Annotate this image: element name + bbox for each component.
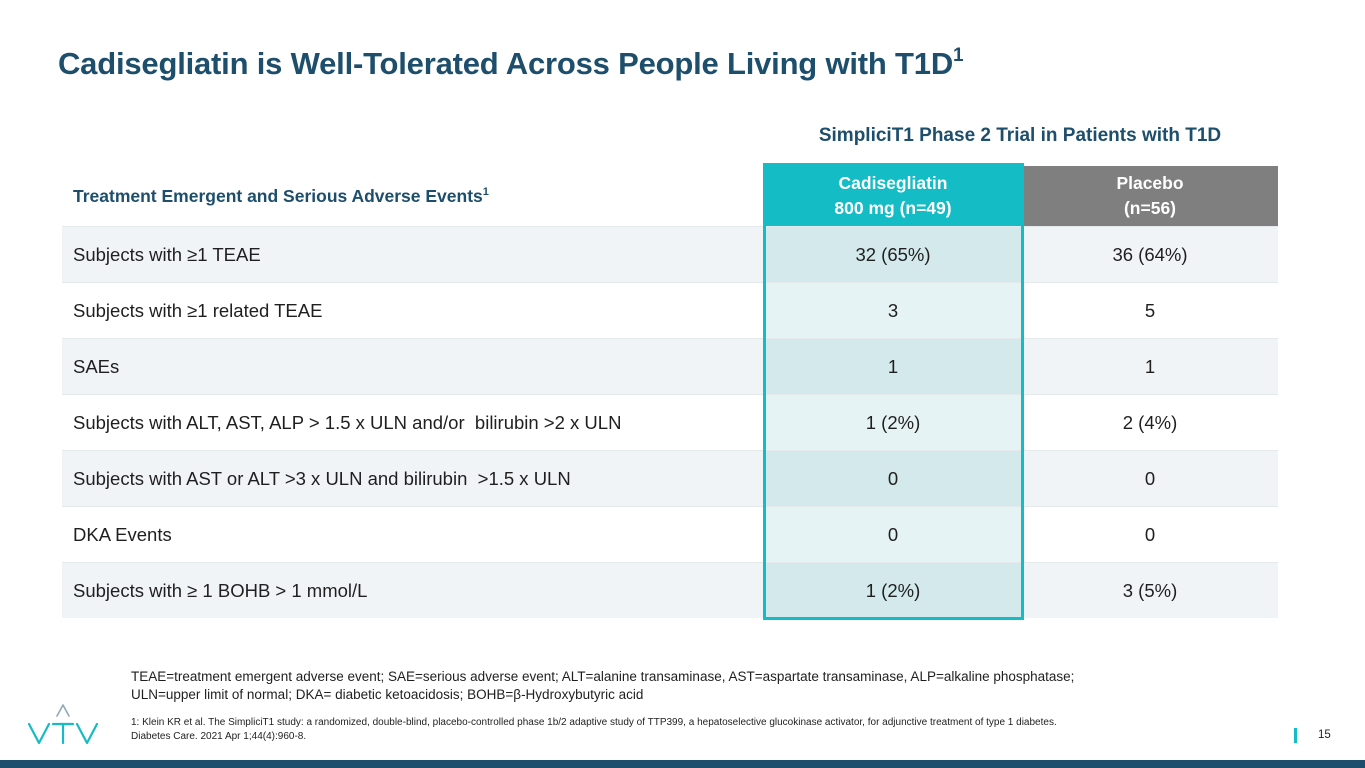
footer-band [0,760,1365,768]
header-placebo: Placebo (n=56) [1022,166,1278,227]
placebo-value: 36 (64%) [1022,226,1278,283]
row-label: SAEs [62,338,764,395]
table-row: Subjects with ≥1 TEAE 32 (65%) 36 (64%) [62,226,1278,283]
reference-line: 1: Klein KR et al. The SimpliciT1 study:… [131,717,1057,728]
header-drug-dose: 800 mg (n=49) [834,198,952,218]
placebo-value: 3 (5%) [1022,562,1278,618]
placebo-value: 0 [1022,506,1278,563]
table-header-row: Treatment Emergent and Serious Adverse E… [62,166,1278,227]
reference-line: Diabetes Care. 2021 Apr 1;44(4):960-8. [131,731,307,742]
cadisegliatin-value: 3 [764,282,1022,339]
row-label: Subjects with ≥ 1 BOHB > 1 mmol/L [62,562,764,618]
row-label: Subjects with AST or ALT >3 x ULN and bi… [62,450,764,507]
row-label: Subjects with ≥1 related TEAE [62,282,764,339]
header-drug-name: Cadisegliatin [838,173,948,193]
adverse-events-table: Treatment Emergent and Serious Adverse E… [62,166,1278,618]
header-placebo-name: Placebo [1116,173,1184,193]
page-title: Cadisegliatin is Well-Tolerated Across P… [58,44,964,81]
placebo-value: 0 [1022,450,1278,507]
header-events-label: Treatment Emergent and Serious Adverse E… [62,166,764,227]
abbreviations-line: ULN=upper limit of normal; DKA= diabetic… [131,687,644,702]
abbreviations-line: TEAE=treatment emergent adverse event; S… [131,669,1075,684]
table-row: SAEs 1 1 [62,338,1278,395]
abbreviations-footnote: TEAE=treatment emergent adverse event; S… [131,668,1251,704]
page-number: 15 [1318,729,1331,741]
header-footnote-marker: 1 [482,185,489,198]
table-row: Subjects with ≥1 related TEAE 3 5 [62,282,1278,339]
vtv-logo-icon [28,704,99,745]
table-row: Subjects with AST or ALT >3 x ULN and bi… [62,450,1278,507]
cadisegliatin-value: 1 (2%) [764,394,1022,451]
cadisegliatin-value: 1 [764,338,1022,395]
row-label: DKA Events [62,506,764,563]
header-placebo-n: (n=56) [1123,198,1177,218]
cadisegliatin-value: 0 [764,450,1022,507]
header-cadisegliatin: Cadisegliatin 800 mg (n=49) [764,166,1022,227]
cadisegliatin-value: 0 [764,506,1022,563]
placebo-value: 5 [1022,282,1278,339]
placebo-value: 1 [1022,338,1278,395]
page-number-divider [1294,728,1297,743]
table-row: Subjects with ≥ 1 BOHB > 1 mmol/L 1 (2%)… [62,562,1278,618]
row-label: Subjects with ≥1 TEAE [62,226,764,283]
table-row: Subjects with ALT, AST, ALP > 1.5 x ULN … [62,394,1278,451]
row-label: Subjects with ALT, AST, ALP > 1.5 x ULN … [62,394,764,451]
cadisegliatin-value: 32 (65%) [764,226,1022,283]
title-footnote-marker: 1 [953,44,964,66]
placebo-value: 2 (4%) [1022,394,1278,451]
table-row: DKA Events 0 0 [62,506,1278,563]
reference-footnote: 1: Klein KR et al. The SimpliciT1 study:… [131,716,1251,744]
cadisegliatin-value: 1 (2%) [764,562,1022,618]
trial-heading: SimpliciT1 Phase 2 Trial in Patients wit… [818,125,1222,146]
